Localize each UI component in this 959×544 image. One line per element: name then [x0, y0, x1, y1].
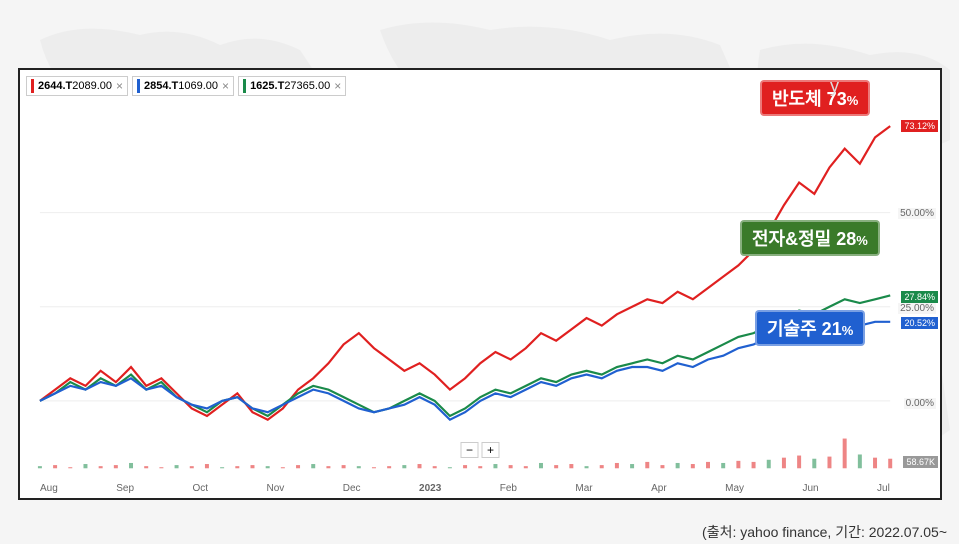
ticker-bar: 2644.T 2089.00×2854.T 1069.00×1625.T 273…: [26, 76, 346, 96]
ticker-chip[interactable]: 2644.T 2089.00 ×: [26, 76, 128, 96]
series-end-label: 20.52%: [901, 317, 938, 329]
source-note: (출처: yahoo finance, 기간: 2022.07.05~: [702, 522, 947, 542]
volume-end-label: 58.67K: [903, 456, 938, 468]
series-badge: 반도체 73%: [760, 80, 870, 116]
x-tick-label: Mar: [575, 483, 592, 494]
close-icon[interactable]: ×: [222, 79, 229, 93]
x-tick-label: Jul: [877, 483, 890, 494]
y-tick-label: 25.00%: [898, 303, 936, 314]
zoom-out-button[interactable]: −: [461, 442, 479, 458]
ticker-swatch: [243, 79, 246, 93]
badge-percent: %: [847, 93, 859, 108]
series-end-label: 73.12%: [901, 120, 938, 132]
badge-percent: %: [856, 233, 868, 248]
ticker-price: 27365.00: [284, 80, 330, 92]
watermark: y: [830, 76, 839, 97]
ticker-symbol: 1625.T: [250, 80, 284, 92]
ticker-chip[interactable]: 1625.T 27365.00 ×: [238, 76, 346, 96]
ticker-swatch: [31, 79, 34, 93]
x-tick-label: Nov: [267, 483, 285, 494]
series-badge: 전자&정밀 28%: [740, 220, 880, 256]
y-tick-label: 50.00%: [898, 208, 936, 219]
chart-container: 2644.T 2089.00×2854.T 1069.00×1625.T 273…: [18, 68, 942, 500]
line-chart: [20, 70, 940, 498]
close-icon[interactable]: ×: [116, 79, 123, 93]
badge-text: 기술주 21: [767, 319, 842, 339]
ticker-swatch: [137, 79, 140, 93]
x-tick-label: Feb: [500, 483, 517, 494]
close-icon[interactable]: ×: [334, 79, 341, 93]
ticker-price: 1069.00: [178, 80, 218, 92]
y-tick-label: 0.00%: [904, 398, 936, 409]
y-axis: 0.00% 25.00% 50.00%: [892, 100, 936, 458]
x-tick-label: Aug: [40, 483, 58, 494]
x-tick-label: Sep: [116, 483, 134, 494]
x-tick-label: Dec: [343, 483, 361, 494]
x-tick-label: Oct: [193, 483, 209, 494]
series-end-label: 27.84%: [901, 291, 938, 303]
series-badge: 기술주 21%: [755, 310, 865, 346]
x-tick-label: 2023: [419, 483, 441, 494]
x-axis: Aug Sep Oct Nov Dec 2023 Feb Mar Apr May Jun Jul: [40, 483, 890, 494]
x-tick-label: May: [725, 483, 744, 494]
zoom-controls: − +: [461, 442, 500, 458]
ticker-price: 2089.00: [72, 80, 112, 92]
ticker-chip[interactable]: 2854.T 1069.00 ×: [132, 76, 234, 96]
zoom-in-button[interactable]: +: [482, 442, 500, 458]
badge-percent: %: [842, 323, 854, 338]
series-semiconductor: [40, 126, 890, 420]
x-tick-label: Jun: [802, 483, 818, 494]
x-tick-label: Apr: [651, 483, 667, 494]
badge-text: 전자&정밀 28: [752, 229, 856, 249]
ticker-symbol: 2854.T: [144, 80, 178, 92]
ticker-symbol: 2644.T: [38, 80, 72, 92]
